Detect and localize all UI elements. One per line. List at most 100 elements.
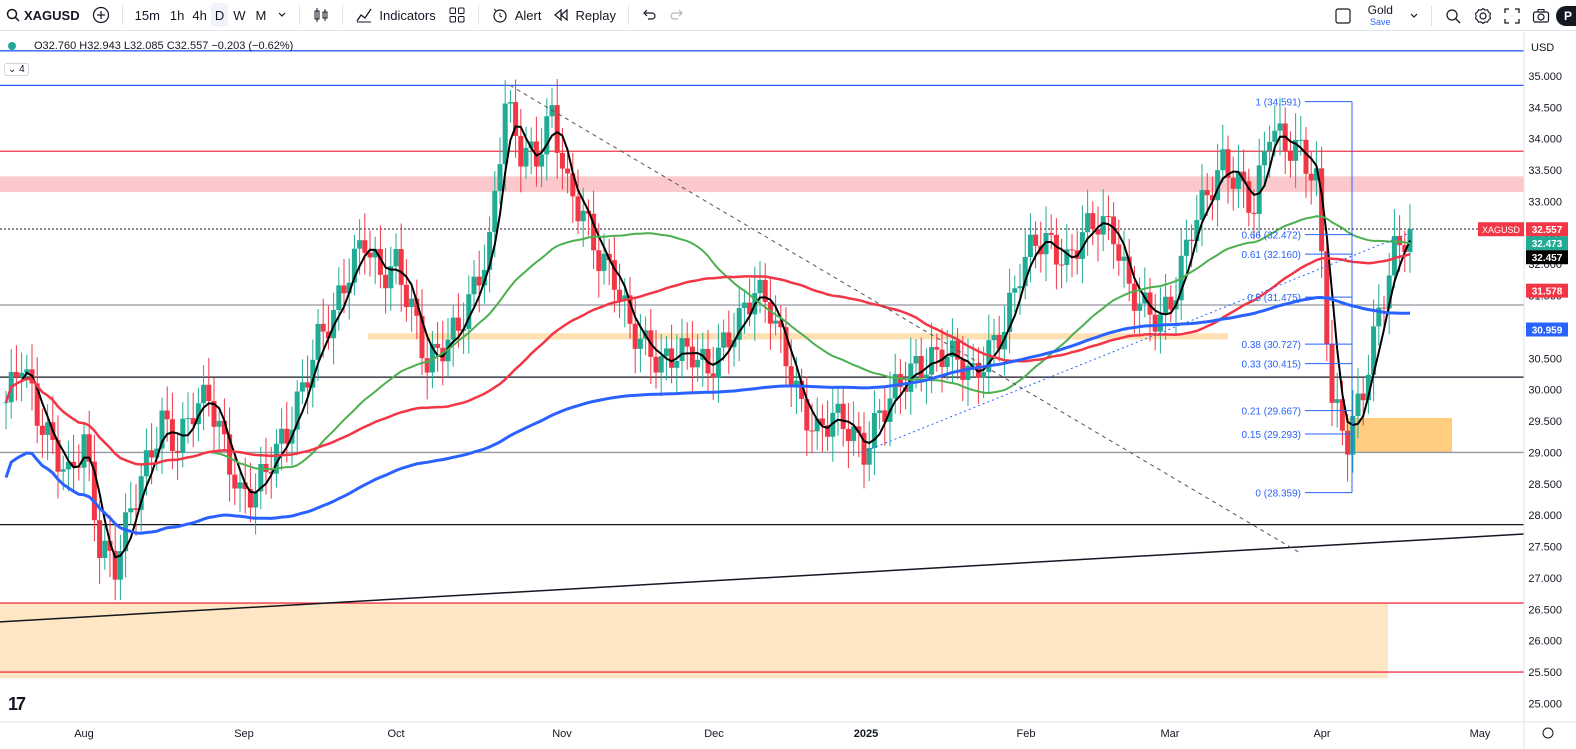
- candle-body: [13, 372, 19, 377]
- symbol-search[interactable]: XAGUSD: [0, 0, 86, 31]
- layout-dropdown[interactable]: [1403, 0, 1425, 31]
- templates-button[interactable]: [442, 0, 472, 31]
- indicators-collapse-toggle[interactable]: ⌄ 4: [4, 63, 29, 76]
- chart-type-button[interactable]: [306, 0, 336, 31]
- candle-body: [237, 482, 243, 489]
- candle-body: [91, 461, 97, 521]
- candle-body: [284, 428, 290, 444]
- publish-button[interactable]: P: [1555, 5, 1576, 26]
- candle-body: [357, 240, 363, 249]
- compare-symbol-button[interactable]: [86, 0, 116, 31]
- candle-body: [575, 196, 581, 222]
- price-tick-label: 27.000: [1528, 573, 1562, 585]
- candle-body: [1287, 150, 1293, 161]
- candle-body: [60, 469, 66, 472]
- alarm-clock-icon: [491, 6, 509, 24]
- candle-body: [1329, 344, 1335, 403]
- candle-body: [201, 384, 207, 404]
- ma-blue-line: [4, 295, 1411, 535]
- candle-body: [34, 383, 40, 426]
- replay-button[interactable]: Replay: [547, 0, 621, 31]
- candle-body: [1059, 264, 1065, 266]
- candle-body: [669, 348, 675, 368]
- candle-body: [861, 432, 867, 465]
- timeframe-dropdown[interactable]: [271, 0, 293, 31]
- candle-body: [1007, 292, 1013, 332]
- fib-level-label: 0.33 (30.415): [1242, 360, 1302, 371]
- candle-body: [450, 317, 456, 340]
- redo-button[interactable]: [663, 0, 691, 31]
- candle-body: [559, 152, 565, 169]
- candle-body: [258, 463, 264, 492]
- candle-body: [1105, 216, 1111, 218]
- candle-body: [908, 363, 914, 392]
- candle-body: [351, 248, 357, 283]
- alert-button[interactable]: Alert: [485, 0, 548, 31]
- candle-body: [1199, 190, 1205, 221]
- candle-body: [211, 400, 217, 427]
- search-icon: [6, 8, 20, 22]
- timeframe-15m[interactable]: 15m: [134, 7, 160, 23]
- symbol-badge: [1478, 222, 1524, 237]
- trendline-dashed: [509, 84, 1301, 554]
- candle-body: [279, 428, 285, 444]
- candle-body: [913, 355, 919, 364]
- fullscreen-button[interactable]: [1498, 0, 1526, 31]
- tradingview-logo[interactable]: 17: [8, 694, 26, 714]
- snapshot-button[interactable]: [1526, 0, 1556, 31]
- candle-body: [253, 491, 259, 508]
- candle-body: [528, 141, 534, 148]
- candle-body: [195, 403, 201, 425]
- layout-toggle-button[interactable]: [1328, 0, 1358, 31]
- candle-body: [736, 308, 742, 340]
- candle-body: [570, 173, 576, 197]
- currency-label[interactable]: USD: [1531, 42, 1555, 54]
- quick-search-button[interactable]: [1438, 0, 1468, 31]
- settings-button[interactable]: [1468, 0, 1498, 31]
- candle-body: [580, 210, 586, 222]
- candle-body: [518, 135, 524, 167]
- candle-body: [1116, 244, 1122, 261]
- candle-body: [1095, 229, 1101, 235]
- candle-body: [991, 335, 997, 341]
- candle-body: [513, 102, 519, 136]
- candle-body: [653, 356, 659, 373]
- ma-red-line: [4, 252, 1411, 466]
- undo-button[interactable]: [635, 0, 663, 31]
- price-badge-value: 31.578: [1532, 287, 1563, 298]
- fib-level-label: 0.21 (29.667): [1242, 407, 1302, 418]
- indicators-icon: [355, 6, 373, 24]
- candle-body: [39, 425, 45, 435]
- candle-body: [497, 164, 503, 191]
- timeframe-4h[interactable]: 4h: [192, 7, 207, 23]
- timeframe-m[interactable]: M: [255, 7, 267, 23]
- candle-body: [1256, 165, 1262, 214]
- candle-body: [544, 116, 550, 155]
- candle-body: [897, 374, 903, 388]
- candle-body: [455, 317, 461, 331]
- layout-name-button[interactable]: Gold Save: [1358, 4, 1403, 28]
- indicators-button[interactable]: Indicators: [349, 0, 441, 31]
- timeframe-1h[interactable]: 1h: [169, 7, 185, 23]
- timeframe-w[interactable]: W: [233, 7, 246, 23]
- candle-body: [123, 512, 129, 552]
- time-axis-label: Oct: [387, 728, 404, 740]
- time-axis-label: Feb: [1017, 728, 1036, 740]
- price-tick-label: 34.000: [1528, 134, 1562, 146]
- candle-body: [1371, 326, 1377, 375]
- candle-body: [1313, 168, 1319, 181]
- candle-body: [1163, 296, 1169, 315]
- price-tick-label: 25.500: [1528, 667, 1562, 679]
- candle-body: [429, 343, 435, 373]
- candle-body: [138, 476, 144, 510]
- candle-body: [726, 332, 732, 348]
- candle-body: [970, 363, 976, 366]
- candle-body: [393, 249, 399, 267]
- candle-body: [362, 240, 368, 253]
- candle-body: [1131, 283, 1137, 311]
- candle-body: [929, 347, 935, 375]
- timeframe-d[interactable]: D: [210, 3, 229, 27]
- search-sparkle-icon: [1444, 7, 1462, 25]
- candle-body: [923, 374, 929, 378]
- price-chart[interactable]: 1 (34.591) 0.66 (32.472) 0.61 (32.160) 0.5 …: [0, 32, 1576, 749]
